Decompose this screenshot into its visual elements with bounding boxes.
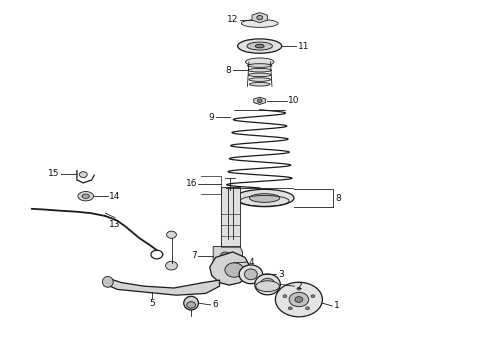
Ellipse shape: [238, 39, 282, 53]
Text: 1: 1: [334, 302, 340, 310]
Text: 9: 9: [208, 113, 214, 122]
Polygon shape: [254, 97, 266, 104]
Ellipse shape: [184, 296, 198, 310]
Ellipse shape: [242, 19, 278, 27]
Ellipse shape: [225, 263, 244, 277]
Polygon shape: [105, 279, 220, 295]
Text: 11: 11: [298, 42, 309, 51]
Polygon shape: [252, 13, 268, 23]
Text: 5: 5: [149, 299, 155, 308]
Text: 10: 10: [288, 96, 299, 105]
Circle shape: [220, 252, 230, 259]
Ellipse shape: [249, 194, 280, 202]
Text: 13: 13: [109, 220, 121, 229]
Circle shape: [167, 231, 176, 238]
Ellipse shape: [245, 269, 257, 280]
Circle shape: [283, 295, 287, 298]
Circle shape: [289, 292, 309, 307]
Text: 12: 12: [227, 15, 239, 24]
Circle shape: [306, 307, 310, 310]
Text: 14: 14: [109, 192, 121, 201]
Circle shape: [295, 297, 303, 302]
Ellipse shape: [245, 58, 274, 66]
Ellipse shape: [82, 194, 89, 198]
Text: 7: 7: [191, 251, 197, 260]
Text: 2: 2: [296, 282, 301, 291]
Ellipse shape: [235, 189, 294, 207]
Circle shape: [297, 287, 301, 290]
Ellipse shape: [247, 42, 272, 50]
Text: 16: 16: [186, 179, 197, 188]
Ellipse shape: [247, 64, 272, 67]
Text: 8: 8: [225, 66, 231, 75]
Circle shape: [275, 282, 322, 317]
Ellipse shape: [248, 73, 271, 77]
Ellipse shape: [239, 265, 263, 284]
Polygon shape: [213, 247, 243, 265]
Ellipse shape: [78, 192, 94, 201]
Ellipse shape: [255, 44, 264, 48]
Ellipse shape: [260, 278, 275, 291]
Text: 4: 4: [249, 258, 254, 266]
Circle shape: [79, 172, 87, 177]
Circle shape: [311, 295, 315, 298]
Text: 6: 6: [212, 300, 218, 310]
Ellipse shape: [256, 281, 279, 292]
Text: 15: 15: [49, 169, 60, 178]
Circle shape: [257, 99, 262, 103]
Ellipse shape: [248, 68, 271, 72]
Ellipse shape: [255, 274, 280, 295]
Ellipse shape: [249, 78, 270, 81]
Text: 8: 8: [336, 194, 342, 202]
Circle shape: [288, 307, 292, 310]
Ellipse shape: [102, 276, 113, 287]
Bar: [220, 187, 240, 254]
Circle shape: [166, 261, 177, 270]
Circle shape: [257, 15, 263, 20]
Text: 3: 3: [278, 270, 284, 279]
Ellipse shape: [249, 82, 270, 86]
Polygon shape: [210, 252, 250, 285]
Ellipse shape: [187, 302, 196, 308]
